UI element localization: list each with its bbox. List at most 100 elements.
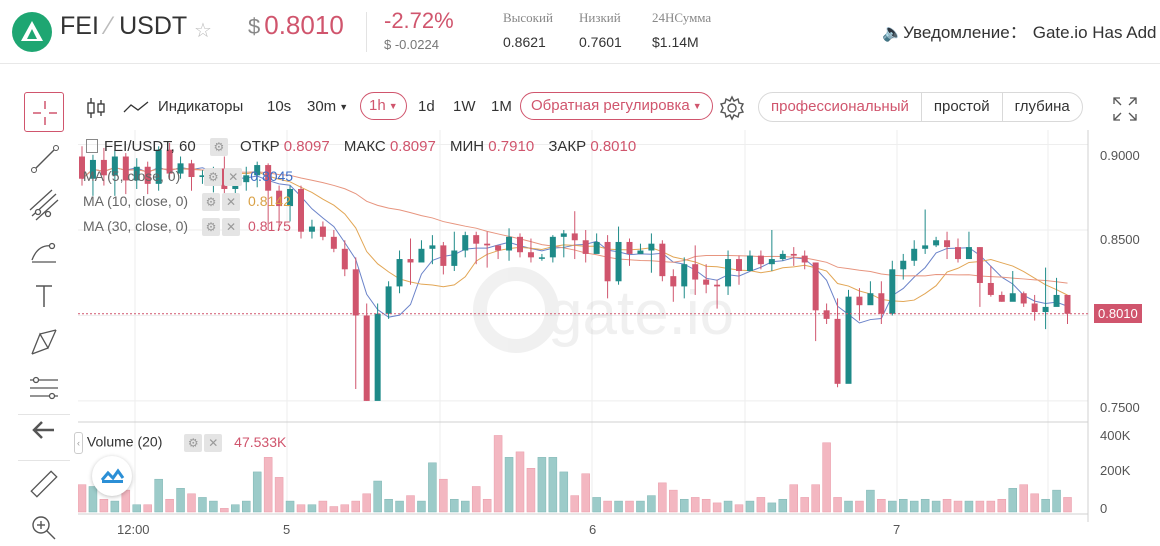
notice[interactable]: 🔈Уведомление： Gate.io Has Add [882,18,1157,43]
indicators-button[interactable]: Индикаторы [158,98,244,115]
ma10-settings-icon[interactable]: ⚙ [202,193,221,212]
candle-body [944,240,951,248]
ma30-close-icon[interactable]: ✕ [222,218,241,237]
candle-body [352,269,359,316]
line-chart-icon[interactable] [122,96,150,124]
stat-high-label: Высокий [503,10,553,25]
change-percent: -2.72% [384,8,454,33]
change-absolute: $ -0.0224 [384,37,439,52]
volume-bar [964,500,974,513]
reverse-adjust-button[interactable]: Обратная регулировка ▼ [520,92,713,120]
back-arrow-icon[interactable] [24,410,64,450]
candle-body [922,245,929,249]
chart-logo-icon[interactable] [92,456,132,496]
interval-1w[interactable]: 1W [453,98,476,115]
volume-bar [877,498,886,513]
collapse-pane-icon[interactable]: ‹ [74,432,83,454]
volume-bar [888,500,897,513]
view-simple[interactable]: простой [920,93,1002,121]
candle-body [330,236,337,249]
candle-body [900,260,907,270]
volume-settings-icon[interactable]: ⚙ [184,434,203,452]
candle-body [319,226,326,237]
candle-body [1020,293,1027,304]
volume-bar [143,504,152,513]
fullscreen-icon[interactable] [1112,96,1138,126]
price-chart[interactable]: gate.io FEI/USDT, 60 ⚙ ОТКР 0.8097 МАКС … [74,130,1160,546]
pattern-icon[interactable] [24,322,64,362]
legend-settings-icon[interactable]: ⚙ [209,138,228,157]
candle-body [867,293,874,306]
volume-bar [439,478,448,513]
volume-bar [154,478,163,513]
ma10-close-icon[interactable]: ✕ [222,193,241,212]
interval-1h[interactable]: 1h ▼ [360,92,407,120]
volume-bar [362,493,371,513]
ma30-label: MA (30, close, 0) [83,218,189,234]
candle-body [385,286,392,314]
stat-high: Высокий 0.8621 [503,10,553,50]
stat-high-value: 0.8621 [503,34,546,50]
volume-bar [77,484,87,513]
volume-bar [658,482,667,513]
chevron-down-icon: ▼ [692,101,702,112]
divider [366,12,367,52]
chart-canvas[interactable]: gate.io [77,130,1160,546]
view-depth[interactable]: глубина [1001,93,1082,121]
volume-bar [953,500,963,513]
ma5-settings-icon[interactable]: ⚙ [204,168,223,187]
open-label: ОТКР [240,138,280,155]
interval-1d[interactable]: 1d [418,98,435,115]
candle-body [725,259,732,287]
pair-base: FEI [60,12,99,40]
pitchfork-icon[interactable] [24,184,64,224]
interval-1h-label: 1h [369,97,386,114]
ma30-settings-icon[interactable]: ⚙ [202,218,221,237]
volume-bar [581,473,590,513]
volume-bar [800,497,809,513]
interval-1m[interactable]: 1M [491,98,512,115]
currency-symbol: $ [248,14,261,39]
interval-30m[interactable]: 30m ▼ [307,98,348,115]
favorite-star-icon[interactable]: ☆ [194,20,212,42]
ma30-value: 0.8175 [248,218,291,234]
candle-body [265,165,272,191]
stat-volume-label: 24HСумма [652,10,712,25]
volume-bar [450,498,459,513]
brush-icon[interactable] [24,230,64,270]
volume-bar [866,489,875,513]
trading-pair: FEI ⁄ USDT [60,12,187,41]
volume-bar [515,451,525,513]
zoom-in-icon[interactable] [24,508,64,546]
candle-body [495,245,502,251]
volume-bar [942,498,952,513]
last-price-value: 0.8010 [264,10,344,40]
low-value: 0.7910 [488,138,535,155]
candle-body [834,318,841,384]
view-professional[interactable]: профессиональный [771,98,909,115]
tools-divider [18,460,70,461]
volume-bar [209,500,218,513]
candlestick-type-icon[interactable] [86,96,106,124]
trend-line-icon[interactable] [24,138,64,178]
candle-body [746,255,753,272]
text-tool-icon[interactable] [24,276,64,316]
candle-body [955,247,961,260]
volume-bar [899,498,908,513]
ma5-close-icon[interactable]: ✕ [224,168,243,187]
interval-10s[interactable]: 10s [267,98,292,115]
volume-bar [351,500,360,513]
pair-quote: USDT [119,12,188,40]
ma10-legend: MA (10, close, 0) ⚙ ✕ 0.8142 [83,193,291,212]
settings-gear-icon[interactable] [718,94,746,126]
ruler-icon[interactable] [24,464,64,504]
gate-logo-icon[interactable] [12,12,52,52]
price-tick: 0.8500 [1100,232,1140,247]
volume-bar [680,498,689,513]
volume-close-icon[interactable]: ✕ [204,434,223,452]
volume-bar [592,497,601,513]
volume-bar [395,500,404,513]
fib-retracement-icon[interactable] [24,368,64,408]
crosshair-icon[interactable] [24,92,64,132]
volume-bar [920,498,930,513]
